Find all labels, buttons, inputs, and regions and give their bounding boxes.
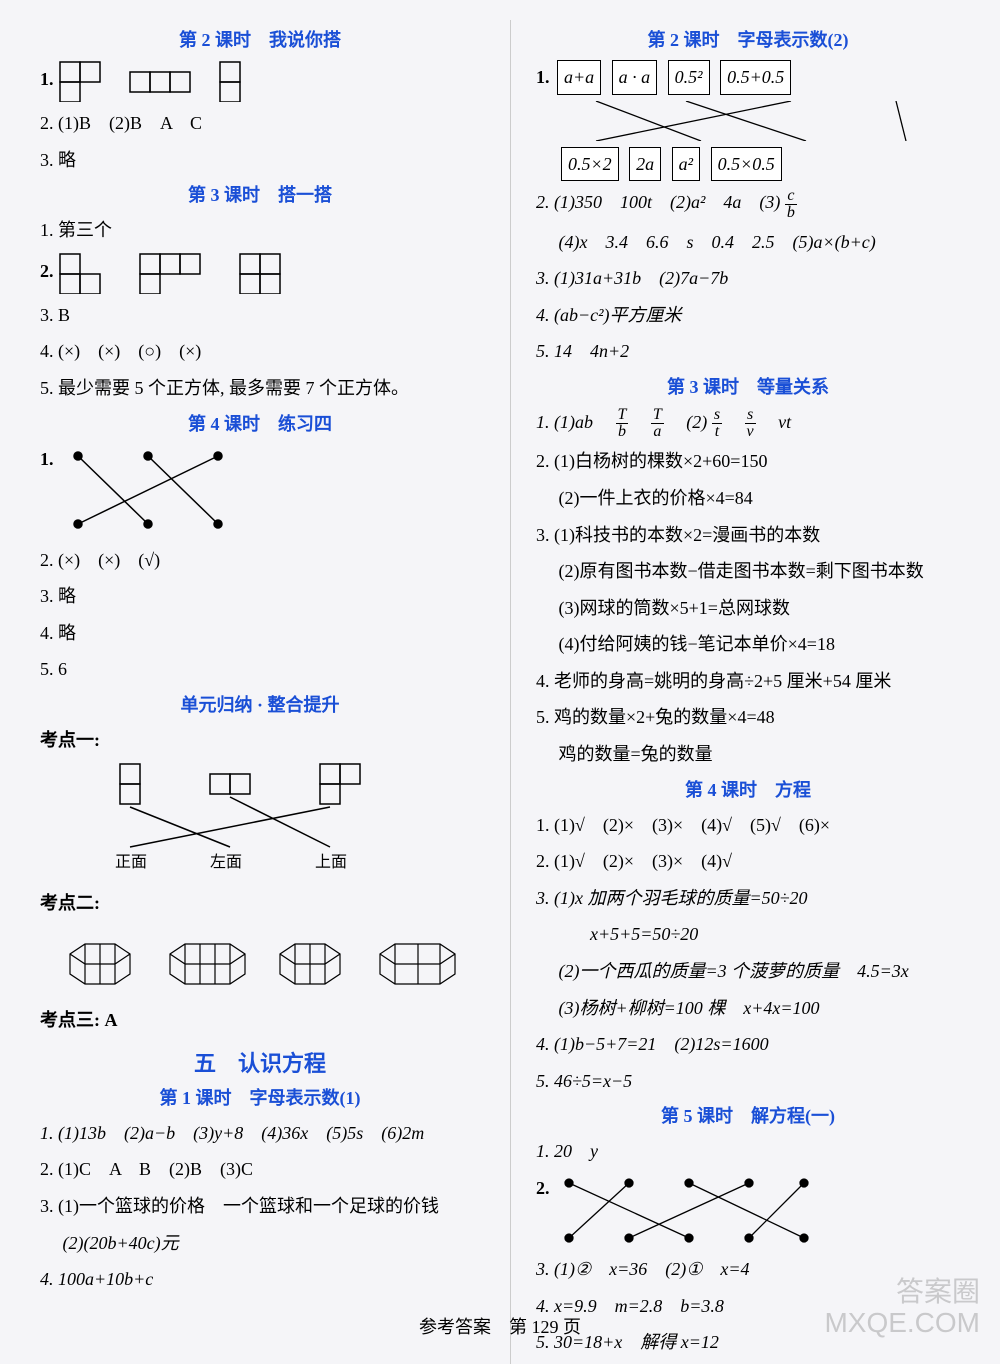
chapter-title: 五 认识方程 [40, 1046, 480, 1078]
footer: 参考答案 第 129 页 [0, 1313, 1000, 1339]
q: (3)杨树+柳树=100 棵 x+4x=100 [536, 993, 960, 1024]
q: 2. [40, 252, 480, 294]
q: 2. (1)B (2)B A C [40, 108, 480, 139]
shapes-icon [58, 252, 358, 294]
k1: 考点一: [40, 725, 480, 756]
q: 1. (1)√ (2)× (3)× (4)√ (5)√ (6)× [536, 810, 960, 841]
q: 1. 20 y [536, 1136, 960, 1167]
matching-shapes: 正面 左面 上面 [100, 762, 400, 882]
q: 5. 鸡的数量×2+兔的数量×4=48 [536, 702, 960, 733]
q: 5. 最少需要 5 个正方体, 最多需要 7 个正方体。 [40, 373, 480, 404]
q: 2. [536, 1173, 960, 1248]
left-column: 第 2 课时 我说你搭 1. 2. (1)B (2)B A C 3. 略 第 3… [40, 20, 480, 1364]
q: 3. (1)② x=36 (2)① x=4 [536, 1254, 960, 1285]
q: (4)x 3.4 6.6 s 0.4 2.5 (5)a×(b+c) [536, 227, 960, 258]
label: 正面 [115, 854, 147, 871]
q: 3. (1)一个篮球的价格 一个篮球和一个足球的价钱 [40, 1191, 480, 1222]
q: 4. (ab−c²)平方厘米 [536, 300, 960, 331]
q: 2. (1)C A B (2)B (3)C [40, 1154, 480, 1185]
q: 3. 略 [40, 145, 480, 176]
q: 1. (1)13b (2)a−b (3)y+8 (4)36x (5)5s (6)… [40, 1118, 480, 1149]
q: 3. (1)科技书的本数×2=漫画书的本数 [536, 520, 960, 551]
matching-diagram [58, 444, 238, 539]
unit-title: 单元归纳 · 整合提升 [40, 691, 480, 717]
cubes-icon [60, 924, 480, 999]
q: 4. 100a+10b+c [40, 1264, 480, 1295]
lesson-title: 第 3 课时 等量关系 [536, 373, 960, 399]
q: 0.5×2 2a a² 0.5×0.5 [536, 147, 960, 182]
q: 5. 14 4n+2 [536, 336, 960, 367]
q: 4. (×) (×) (○) (×) [40, 336, 480, 367]
q: 2. (1)350 100t (2)a² 4a (3) cb [536, 187, 960, 220]
q: 3. 略 [40, 581, 480, 612]
q: 4. (1)b−5+7=21 (2)12s=1600 [536, 1029, 960, 1060]
matching-lines [566, 101, 946, 141]
q: 3. (1)31a+31b (2)7a−7b [536, 263, 960, 294]
q: 1. (1)ab Tb Ta (2) st sv vt [536, 407, 960, 440]
q: 3. (1)x 加两个羽毛球的质量=50÷20 [536, 883, 960, 914]
q: 1. 第三个 [40, 215, 480, 246]
matching-diagram [554, 1173, 814, 1248]
q: 5. 6 [40, 654, 480, 685]
q: 1. a+a a · a 0.5² 0.5+0.5 [536, 60, 960, 95]
q: (2)一件上衣的价格×4=84 [536, 483, 960, 514]
q: 3. B [40, 300, 480, 331]
right-column: 第 2 课时 字母表示数(2) 1. a+a a · a 0.5² 0.5+0.… [510, 20, 960, 1364]
lesson-title: 第 4 课时 练习四 [40, 410, 480, 436]
q: 5. 46÷5=x−5 [536, 1066, 960, 1097]
label: 左面 [210, 853, 242, 871]
q: 鸡的数量=兔的数量 [536, 739, 960, 770]
lesson-title: 第 2 课时 字母表示数(2) [536, 26, 960, 52]
q: (4)付给阿姨的钱−笔记本单价×4=18 [536, 629, 960, 660]
q: (2)原有图书本数−借走图书本数=剩下图书本数 [536, 556, 960, 587]
lesson-title: 第 1 课时 字母表示数(1) [40, 1084, 480, 1110]
lesson-title: 第 3 课时 搭一搭 [40, 181, 480, 207]
lesson-title: 第 4 课时 方程 [536, 776, 960, 802]
q: 2. (1)√ (2)× (3)× (4)√ [536, 846, 960, 877]
q: 2. (1)白杨树的棵数×2+60=150 [536, 446, 960, 477]
q: 4. 老师的身高=姚明的身高÷2+5 厘米+54 厘米 [536, 666, 960, 697]
k2: 考点二: [40, 888, 480, 919]
lesson-title: 第 5 课时 解方程(一) [536, 1102, 960, 1128]
q: 1. [40, 444, 480, 539]
q: (3)网球的筒数×5+1=总网球数 [536, 593, 960, 624]
lesson-title: 第 2 课时 我说你搭 [40, 26, 480, 52]
shapes-icon [58, 60, 278, 102]
q: x+5+5=50÷20 [536, 919, 960, 950]
q: (2)一个西瓜的质量=3 个菠萝的质量 4.5=3x [536, 956, 960, 987]
q: (2)(20b+40c)元 [40, 1228, 480, 1259]
q: 4. 略 [40, 618, 480, 649]
q: 2. (×) (×) (√) [40, 545, 480, 576]
page: 第 2 课时 我说你搭 1. 2. (1)B (2)B A C 3. 略 第 3… [0, 0, 1000, 1364]
label: 上面 [315, 853, 347, 871]
k3: 考点三: A [40, 1005, 480, 1036]
q: 1. [40, 60, 480, 102]
